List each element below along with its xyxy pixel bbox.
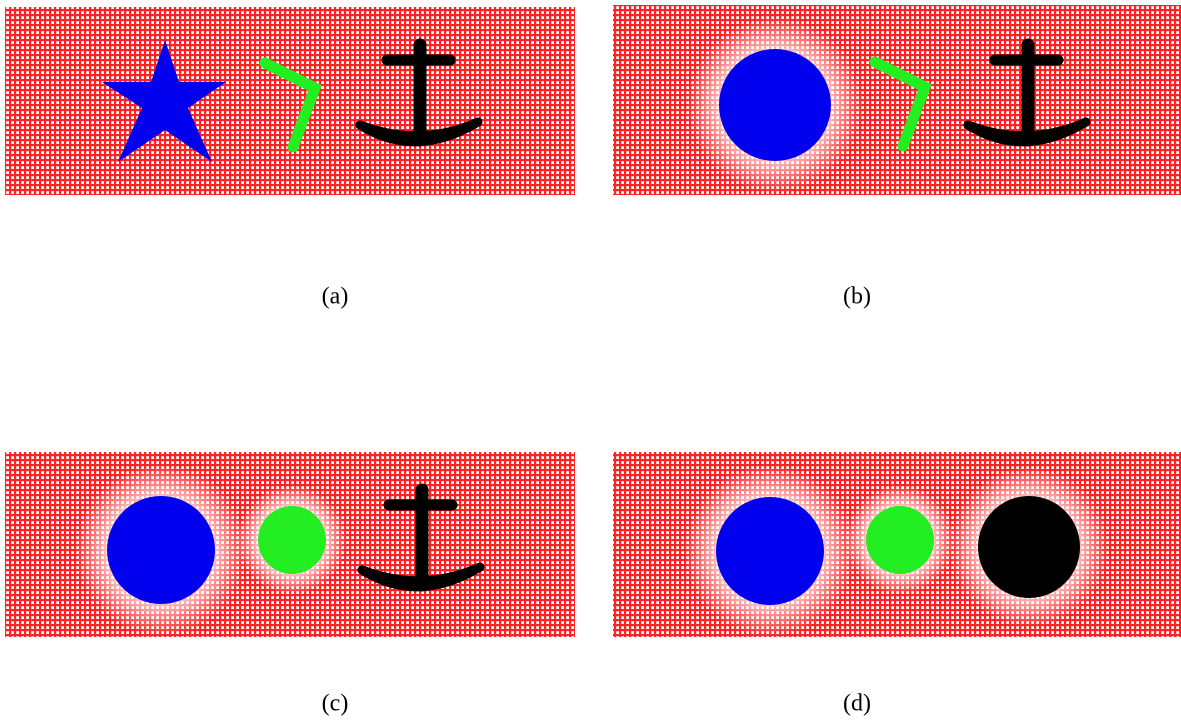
panel-label: (d) (843, 691, 871, 717)
figure: (a) (b) (c) (d) (0, 0, 1181, 721)
mesh (5, 7, 575, 195)
circle (866, 506, 934, 574)
panel-a: (a) (5, 7, 575, 310)
panel-c: (c) (5, 452, 575, 717)
circle (978, 496, 1080, 598)
circle (258, 506, 326, 574)
circle (719, 49, 831, 161)
panel-label: (b) (843, 284, 871, 310)
circle (716, 497, 824, 605)
panel-label: (a) (322, 284, 349, 310)
page: (a) (b) (c) (d) (() => { const data = JS… (0, 0, 1181, 721)
panel-b: (b) (613, 5, 1181, 310)
circle (107, 496, 215, 604)
panel-label: (c) (322, 691, 349, 717)
panel-d: (d) (613, 452, 1181, 717)
